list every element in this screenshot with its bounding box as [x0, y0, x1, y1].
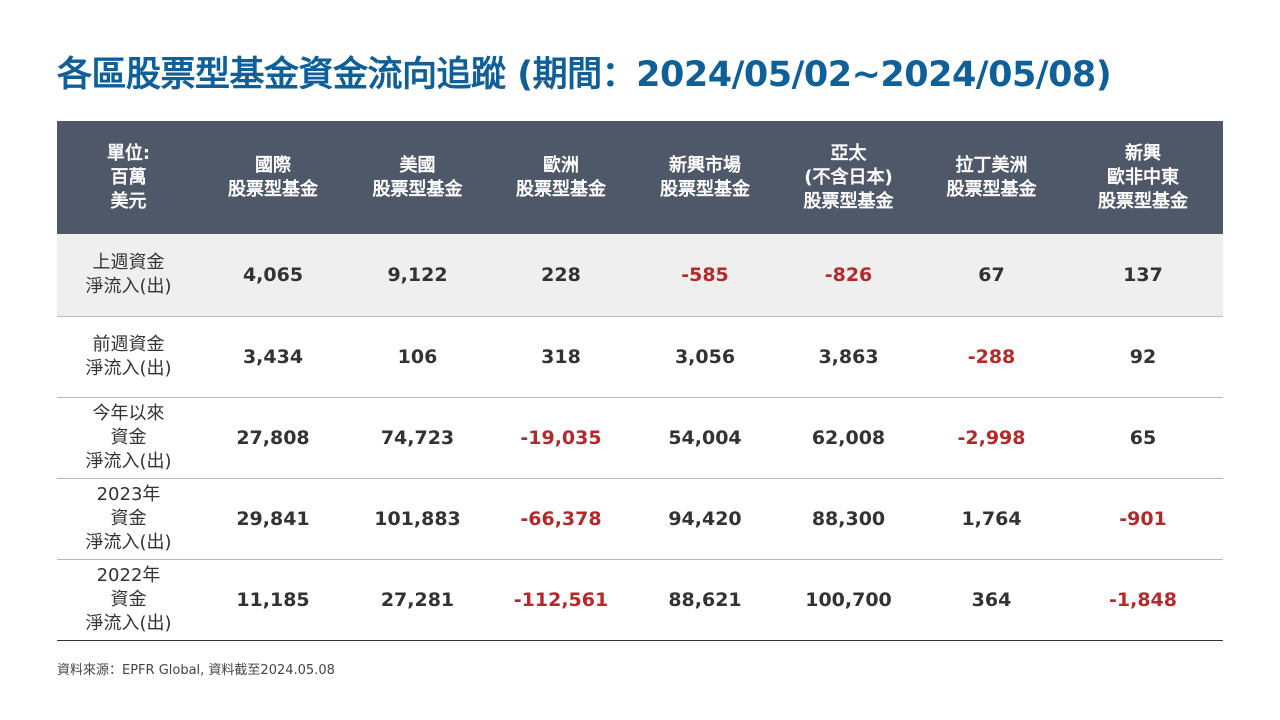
row-label: 2022年 資金 淨流入(出): [57, 559, 200, 641]
header-asia-pacific-equity: 亞太 (不含日本) 股票型基金: [777, 121, 920, 234]
table-cell: 318: [489, 316, 633, 398]
table-cell: 106: [346, 316, 489, 398]
table-cell: 364: [920, 559, 1063, 641]
table-cell: 88,621: [633, 559, 777, 641]
table-cell: -1,848: [1063, 559, 1223, 641]
table-cell: 94,420: [633, 478, 777, 560]
table-body: 上週資金 淨流入(出) 4,065 9,122 228 -585 -826 67 137 前週資金…: [57, 234, 1223, 641]
header-unit: 單位: 百萬 美元: [57, 121, 200, 234]
table-cell: -288: [920, 316, 1063, 398]
row-label: 前週資金 淨流入(出): [57, 316, 200, 398]
table-cell: 11,185: [200, 559, 346, 641]
table-cell: -826: [777, 234, 920, 317]
source-note: 資料來源：EPFR Global, 資料截至2024.05.08: [57, 663, 335, 678]
table-cell: 62,008: [777, 397, 920, 479]
header-europe-equity: 歐洲 股票型基金: [489, 121, 633, 234]
table-cell: 9,122: [346, 234, 489, 317]
row-label: 今年以來 資金 淨流入(出): [57, 397, 200, 479]
header-us-equity: 美國 股票型基金: [346, 121, 489, 234]
table-cell: 101,883: [346, 478, 489, 560]
table-row: 2023年 資金 淨流入(出) 29,841 101,883 -66,378 94,420 8…: [57, 478, 1223, 560]
table-cell: 3,434: [200, 316, 346, 398]
table-cell: 137: [1063, 234, 1223, 317]
table-cell: -2,998: [920, 397, 1063, 479]
table-row: 上週資金 淨流入(出) 4,065 9,122 228 -585 -826 67 137: [57, 234, 1223, 317]
table-cell: 74,723: [346, 397, 489, 479]
table-cell: 65: [1063, 397, 1223, 479]
fund-flow-table: 單位: 百萬 美元 國際 股票型基金 美國 股票型基金 歐洲 股票型基金 新: [57, 121, 1223, 641]
header-latin-america-equity: 拉丁美洲 股票型基金: [920, 121, 1063, 234]
table-cell: 4,065: [200, 234, 346, 317]
row-label: 上週資金 淨流入(出): [57, 234, 200, 317]
table-cell: 29,841: [200, 478, 346, 560]
table-header-row: 單位: 百萬 美元 國際 股票型基金 美國 股票型基金 歐洲 股票型基金 新: [57, 121, 1223, 234]
table-cell: 27,808: [200, 397, 346, 479]
table-cell: -19,035: [489, 397, 633, 479]
table-row: 2022年 資金 淨流入(出) 11,185 27,281 -112,561 88,621 1…: [57, 559, 1223, 641]
header-emea-equity: 新興 歐非中東 股票型基金: [1063, 121, 1223, 234]
header-global-equity: 國際 股票型基金: [200, 121, 346, 234]
table-cell: 228: [489, 234, 633, 317]
table-row: 今年以來 資金 淨流入(出) 27,808 74,723 -19,035 54,004 62,…: [57, 397, 1223, 479]
table-cell: 92: [1063, 316, 1223, 398]
header-emerging-equity: 新興市場 股票型基金: [633, 121, 777, 234]
table-cell: -901: [1063, 478, 1223, 560]
table-cell: 3,056: [633, 316, 777, 398]
table-cell: -112,561: [489, 559, 633, 641]
table-cell: -585: [633, 234, 777, 317]
table-cell: 1,764: [920, 478, 1063, 560]
page-title: 各區股票型基金資金流向追蹤 (期間：2024/05/02~2024/05/08): [57, 55, 1112, 95]
row-label: 2023年 資金 淨流入(出): [57, 478, 200, 560]
table-cell: 67: [920, 234, 1063, 317]
table-cell: 100,700: [777, 559, 920, 641]
table-cell: 3,863: [777, 316, 920, 398]
table-cell: -66,378: [489, 478, 633, 560]
table-cell: 54,004: [633, 397, 777, 479]
table-cell: 27,281: [346, 559, 489, 641]
table-cell: 88,300: [777, 478, 920, 560]
table-row: 前週資金 淨流入(出) 3,434 106 318 3,056 3,863 -288 92: [57, 316, 1223, 398]
